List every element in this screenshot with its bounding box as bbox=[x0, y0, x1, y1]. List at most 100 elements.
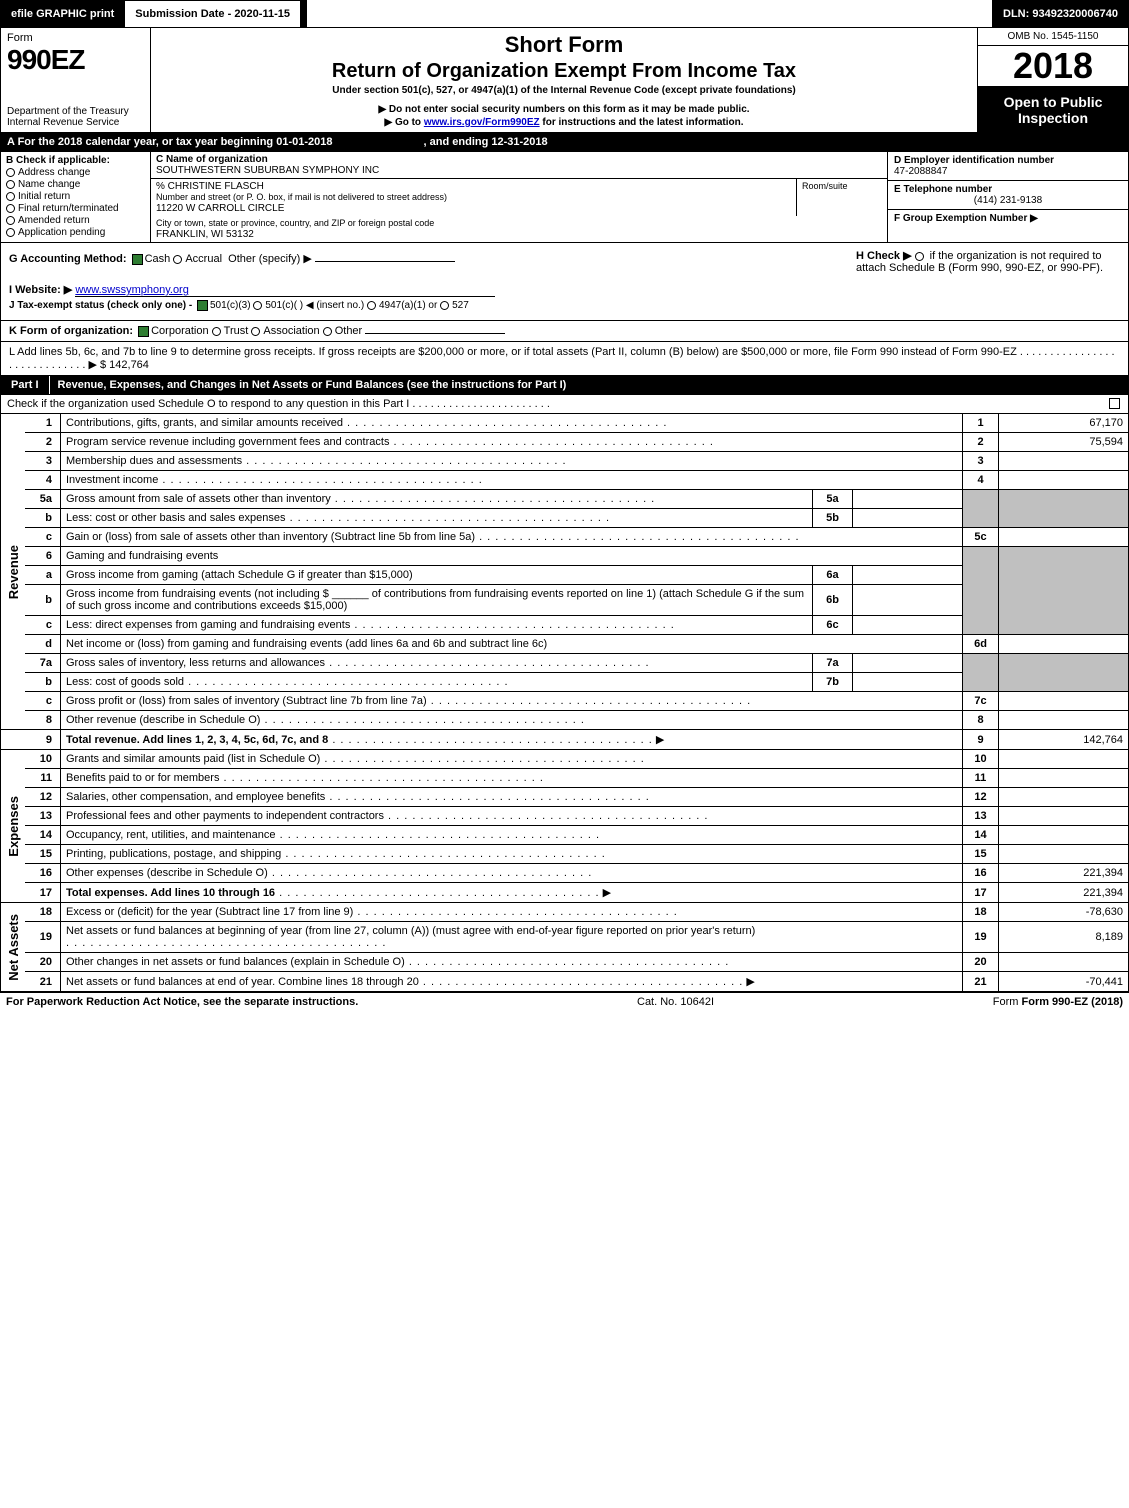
row-4: 4 Investment income 4 bbox=[1, 471, 1129, 490]
submission-date-text: Submission Date - 2020-11-15 bbox=[135, 8, 290, 20]
check-initial-return[interactable]: Initial return bbox=[6, 191, 145, 202]
no-ssn-notice: ▶ Do not enter social security numbers o… bbox=[159, 104, 969, 115]
j-501c3-label: 501(c)(3) bbox=[210, 300, 251, 311]
amtnum-14: 14 bbox=[963, 826, 999, 845]
k-assoc-radio[interactable] bbox=[251, 327, 260, 336]
lineno-6b: b bbox=[25, 585, 61, 616]
lineno-18: 18 bbox=[25, 903, 61, 922]
check-name-change[interactable]: Name change bbox=[6, 179, 145, 190]
h-checkbox[interactable] bbox=[915, 252, 924, 261]
k-corp-checkbox[interactable] bbox=[138, 326, 149, 337]
top-bar: efile GRAPHIC print Submission Date - 20… bbox=[0, 0, 1129, 28]
check-application-pending[interactable]: Application pending bbox=[6, 227, 145, 238]
check-final-return[interactable]: Final return/terminated bbox=[6, 203, 145, 214]
g-cash-checkbox[interactable] bbox=[132, 254, 143, 265]
g-other-input[interactable] bbox=[315, 261, 455, 262]
g-accrual-radio[interactable] bbox=[173, 255, 182, 264]
row-5a: 5a Gross amount from sale of assets othe… bbox=[1, 490, 1129, 509]
amtnum-5c: 5c bbox=[963, 528, 999, 547]
org-name: SOUTHWESTERN SUBURBAN SYMPHONY INC bbox=[156, 165, 379, 176]
j-527-radio[interactable] bbox=[440, 301, 449, 310]
row-6: 6 Gaming and fundraising events bbox=[1, 547, 1129, 566]
city: FRANKLIN, WI 53132 bbox=[156, 229, 254, 240]
check-initial-return-label: Initial return bbox=[18, 191, 70, 202]
amtnum-3: 3 bbox=[963, 452, 999, 471]
care-of: % CHRISTINE FLASCH bbox=[156, 181, 264, 192]
lineno-2: 2 bbox=[25, 433, 61, 452]
lineno-7c: c bbox=[25, 692, 61, 711]
lineno-6d: d bbox=[25, 635, 61, 654]
amtnum-19: 19 bbox=[963, 922, 999, 953]
efile-print-button[interactable]: efile GRAPHIC print bbox=[0, 0, 125, 28]
row-6d: d Net income or (loss) from gaming and f… bbox=[1, 635, 1129, 654]
row-11: 11 Benefits paid to or for members 11 bbox=[1, 769, 1129, 788]
part1-check-box[interactable] bbox=[1109, 398, 1120, 409]
desc-17: Total expenses. Add lines 10 through 16 bbox=[66, 887, 275, 899]
lineno-11: 11 bbox=[25, 769, 61, 788]
k-other-input[interactable] bbox=[365, 333, 505, 334]
room-label: Room/suite bbox=[802, 181, 848, 191]
row-5b: b Less: cost or other basis and sales ex… bbox=[1, 509, 1129, 528]
row-2: 2 Program service revenue including gove… bbox=[1, 433, 1129, 452]
j-4947-radio[interactable] bbox=[367, 301, 376, 310]
amtnum-7c: 7c bbox=[963, 692, 999, 711]
city-label: City or town, state or province, country… bbox=[156, 218, 434, 228]
box-def: D Employer identification number 47-2088… bbox=[888, 152, 1128, 242]
desc-14: Occupancy, rent, utilities, and maintena… bbox=[66, 829, 276, 841]
amtnum-12: 12 bbox=[963, 788, 999, 807]
check-address-change-label: Address change bbox=[18, 167, 90, 178]
desc-5a: Gross amount from sale of assets other t… bbox=[66, 493, 331, 505]
row-9: 9 Total revenue. Add lines 1, 2, 3, 4, 5… bbox=[1, 730, 1129, 750]
amtnum-9: 9 bbox=[963, 730, 999, 750]
desc-6c: Less: direct expenses from gaming and fu… bbox=[66, 619, 350, 631]
header-left: Form 990EZ Department of the Treasury In… bbox=[1, 28, 151, 132]
j-501c-radio[interactable] bbox=[253, 301, 262, 310]
box-b-title: B Check if applicable: bbox=[6, 155, 145, 166]
check-amended-return[interactable]: Amended return bbox=[6, 215, 145, 226]
amtnum-18: 18 bbox=[963, 903, 999, 922]
amtnum-15: 15 bbox=[963, 845, 999, 864]
l-amount: 142,764 bbox=[109, 359, 149, 371]
footer-right: Form Form 990-EZ (2018) bbox=[993, 996, 1123, 1008]
amtnum-20: 20 bbox=[963, 953, 999, 972]
desc-10: Grants and similar amounts paid (list in… bbox=[66, 753, 320, 765]
desc-15: Printing, publications, postage, and shi… bbox=[66, 848, 281, 860]
lineno-7b: b bbox=[25, 673, 61, 692]
dln-label: DLN: 93492320006740 bbox=[992, 0, 1129, 28]
row-6c: c Less: direct expenses from gaming and … bbox=[1, 616, 1129, 635]
period-text-1: A For the 2018 calendar year, or tax yea… bbox=[7, 136, 276, 148]
desc-18: Excess or (deficit) for the year (Subtra… bbox=[66, 906, 353, 918]
j-501c3-checkbox[interactable] bbox=[197, 300, 208, 311]
greyamt-5ab bbox=[999, 490, 1129, 528]
box-e: E Telephone number (414) 231-9138 bbox=[888, 181, 1128, 210]
amt-21: -70,441 bbox=[999, 972, 1129, 992]
form-number: 990EZ bbox=[7, 44, 144, 76]
g-other-label: Other (specify) ▶ bbox=[228, 253, 312, 265]
under-section: Under section 501(c), 527, or 4947(a)(1)… bbox=[159, 85, 969, 96]
page-footer: For Paperwork Reduction Act Notice, see … bbox=[0, 992, 1129, 1011]
row-16: 16 Other expenses (describe in Schedule … bbox=[1, 864, 1129, 883]
subbox-7b: 7b bbox=[813, 673, 853, 692]
footer-center: Cat. No. 10642I bbox=[637, 996, 714, 1008]
amt-1: 67,170 bbox=[999, 414, 1129, 433]
amt-19: 8,189 bbox=[999, 922, 1129, 953]
row-12: 12 Salaries, other compensation, and emp… bbox=[1, 788, 1129, 807]
amtnum-8: 8 bbox=[963, 711, 999, 730]
desc-6b: Gross income from fundraising events (no… bbox=[66, 588, 804, 612]
goto-link[interactable]: www.irs.gov/Form990EZ bbox=[424, 117, 540, 128]
goto-prefix: ▶ Go to bbox=[384, 117, 423, 128]
website-link[interactable]: www.swssymphony.org bbox=[75, 284, 495, 297]
amtnum-21: 21 bbox=[963, 972, 999, 992]
amt-4 bbox=[999, 471, 1129, 490]
k-trust-radio[interactable] bbox=[212, 327, 221, 336]
desc-1: Contributions, gifts, grants, and simila… bbox=[66, 417, 343, 429]
row-19: 19 Net assets or fund balances at beginn… bbox=[1, 922, 1129, 953]
goto-line: ▶ Go to www.irs.gov/Form990EZ for instru… bbox=[159, 117, 969, 128]
grey-5ab bbox=[963, 490, 999, 528]
row-1: Revenue 1 Contributions, gifts, grants, … bbox=[1, 414, 1129, 433]
k-other-radio[interactable] bbox=[323, 327, 332, 336]
row-10: Expenses 10 Grants and similar amounts p… bbox=[1, 750, 1129, 769]
check-address-change[interactable]: Address change bbox=[6, 167, 145, 178]
expenses-section-label: Expenses bbox=[1, 750, 25, 903]
street: 11220 W CARROLL CIRCLE bbox=[156, 203, 284, 214]
